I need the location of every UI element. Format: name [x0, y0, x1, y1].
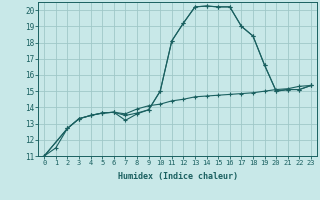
- X-axis label: Humidex (Indice chaleur): Humidex (Indice chaleur): [118, 172, 238, 181]
